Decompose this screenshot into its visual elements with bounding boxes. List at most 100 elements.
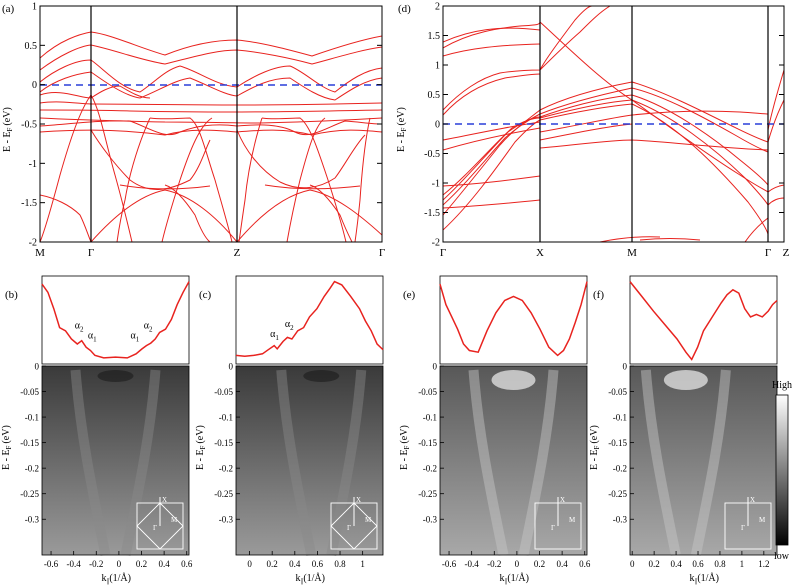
arpes-map-frame [439, 365, 588, 556]
arpes-xtick-label: 0.4 [556, 559, 568, 569]
arpes-ylabel: E - EF(eV) [195, 425, 207, 470]
arpes-dispersion [640, 369, 731, 556]
band-curve-d [443, 103, 769, 235]
band-curve-a [40, 85, 151, 99]
colorbar: High low [772, 380, 792, 562]
intensity-profile-curve [629, 281, 778, 361]
bz-x-label: X [750, 496, 755, 504]
band-curve-a [90, 189, 238, 242]
panel-d-ytick-label: -0.5 [424, 149, 440, 160]
panel-a-label: (a) [2, 3, 15, 15]
band-curve-d [539, 139, 769, 151]
band-curve-d [443, 199, 541, 209]
band-curve-a [40, 59, 382, 93]
kpoint-label-x-d: X [536, 247, 544, 259]
arpes-xtick-label: 0 [247, 559, 252, 569]
arpes-xtick-label: 0.2 [136, 559, 147, 569]
bz-gamma-label: Γ [153, 524, 157, 532]
arpes-xtick-label: 0.6 [692, 559, 704, 569]
panel-a-ytick-label: 1 [32, 2, 37, 13]
band-curve-d [767, 99, 784, 143]
dispersion-branch-right [326, 369, 367, 556]
bz-m-label: M [171, 516, 178, 524]
peak-label-alpha: α1 [270, 329, 279, 342]
brillouin-zone-inset: Γ X M [534, 496, 582, 550]
band-curve-d [443, 175, 541, 187]
dispersion-branch-right [120, 369, 161, 556]
panel-d-ytick-label: -1 [432, 179, 440, 190]
band-curve-a [261, 117, 347, 242]
arpes-ytick-label: -0.1 [423, 413, 437, 423]
arpes-xtick-label: 1.2 [758, 559, 769, 569]
band-curve-a [40, 101, 382, 106]
brillouin-zone-inset: Γ X M [724, 496, 772, 550]
band-curve-d [443, 127, 541, 151]
band-curve-a [40, 71, 382, 101]
arpes-ytick-label: 0 [229, 362, 234, 372]
arpes-xtick-label: 0.4 [670, 559, 682, 569]
panel-a-yticks: 1 0.5 0 -0.5 -1 -1.5 -2 [21, 2, 382, 249]
arpes-xtick-label: -0.2 [487, 559, 501, 569]
arpes-panel-1: (c) α1 α2 0 -0.05 -0.1 -0.15 -0.2 -0.25 -0.3 E - E… [195, 275, 384, 585]
panel-d-ytick-label: 1.5 [428, 31, 441, 42]
arpes-dispersion [276, 369, 367, 556]
arpes-ytick-label: -0.05 [608, 387, 627, 397]
arpes-xtick-label: -0.2 [89, 559, 103, 569]
arpes-panel-label: (e) [403, 289, 416, 301]
arpes-panel-label: (f) [593, 289, 604, 301]
arpes-ytick-label: -0.1 [219, 413, 233, 423]
arpes-xtick-label: 0 [117, 559, 122, 569]
arpes-ytick-label: -0.3 [423, 515, 438, 525]
arpes-intensity-map [440, 366, 587, 555]
band-curve-d [767, 184, 784, 193]
arpes-ytick-label: -0.2 [25, 464, 39, 474]
band-curve-a [286, 117, 326, 242]
arpes-ytick-label: -0.3 [219, 515, 234, 525]
arpes-xtick-label: -0.6 [44, 559, 59, 569]
arpes-ytick-label: -0.15 [214, 438, 233, 448]
brillouin-zone-inset: Γ X M [136, 496, 184, 550]
arpes-ytick-label: -0.05 [20, 387, 39, 397]
arpes-map-frame [235, 365, 384, 556]
arpes-xtick-label: -0.4 [67, 559, 82, 569]
arpes-ytick-label: -0.3 [25, 515, 40, 525]
arpes-xtick-label: 1 [360, 559, 365, 569]
arpes-ytick-label: -0.3 [613, 515, 628, 525]
panel-a-ytick-label: -1.5 [21, 198, 37, 209]
bz-x-label: X [356, 496, 361, 504]
arpes-intensity-map [630, 366, 777, 555]
intensity-profile-frame [439, 275, 588, 365]
arpes-xtick-label: 0.4 [158, 559, 170, 569]
panel-a-ytick-label: -0.5 [21, 120, 37, 131]
band-curve-d [443, 81, 769, 216]
arpes-ytick-label: 0 [623, 362, 628, 372]
arpes-ytick-label: -0.2 [613, 464, 627, 474]
band-curve-d [539, 110, 769, 133]
colorbar-low-label: low [774, 551, 790, 562]
arpes-xtick-label: 0.8 [714, 559, 726, 569]
band-curve-a [161, 117, 213, 242]
dispersion-branch-left [640, 369, 681, 556]
kpoint-label-m-d: M [627, 247, 637, 259]
intensity-profile-frame [235, 275, 384, 365]
panel-a-ylabel: E - EF(eV) [2, 107, 14, 152]
band-curve-a [164, 184, 211, 242]
panel-a-bands [40, 31, 382, 242]
arpes-xlabel: k||(1/Å) [500, 572, 529, 585]
band-curve-d [639, 238, 701, 241]
panel-d-label: (d) [398, 3, 411, 15]
panel-a: (a) 1 0.5 0 -0.5 -1 -1.5 -2 E - EF(eV) M Γ Z Γ [2, 2, 385, 260]
peak-label-alpha: α2 [144, 321, 153, 334]
intensity-profile-frame [41, 275, 190, 365]
bz-x-label: X [560, 496, 565, 504]
panel-d-ytick-label: -2 [432, 238, 440, 249]
arpes-ytick-label: -0.05 [214, 387, 233, 397]
bz-gamma-label: Γ [347, 524, 351, 532]
intensity-profile-curve [41, 281, 190, 359]
kpoint-label-gamma-a: Γ [88, 247, 94, 259]
panel-d-ylabel: E - EF(eV) [396, 107, 408, 152]
peak-label-alpha: α2 [285, 319, 294, 332]
bz-diamond [330, 502, 378, 550]
bz-gamma-label: Γ [551, 524, 555, 532]
band-curve-a [309, 184, 353, 242]
